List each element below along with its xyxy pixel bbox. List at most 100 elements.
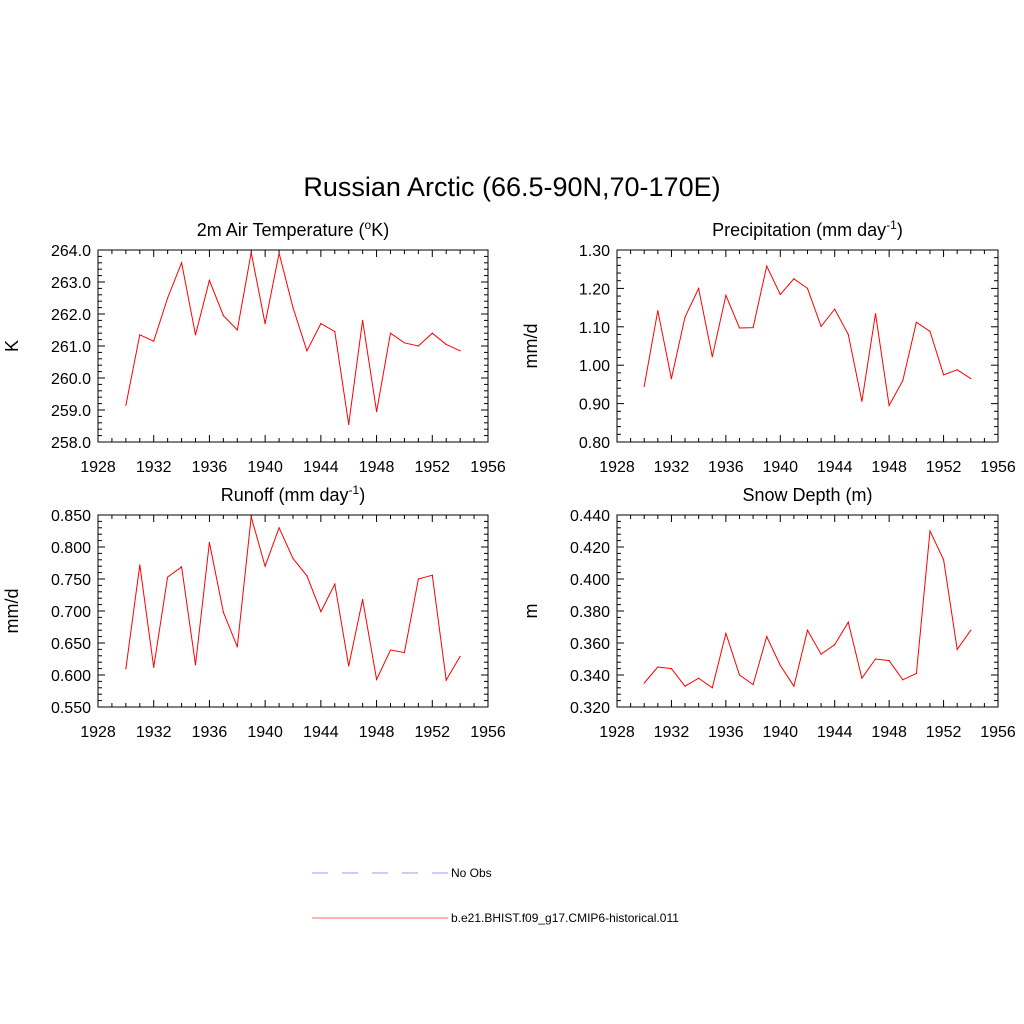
data-point [362,598,364,601]
data-point [236,646,238,648]
panel-title-snow-depth: Snow Depth (m) [742,485,872,505]
data-point [793,278,795,280]
data-point [806,629,809,631]
data-point [445,679,447,681]
x-tick-label: 1940 [247,724,283,741]
data-point [236,329,238,331]
data-point [806,287,809,289]
data-point [222,611,224,613]
y-tick-label: 0.700 [51,604,91,621]
x-tick-label: 1932 [136,724,172,741]
y-tick-label: 260.0 [51,371,91,388]
panel-precipitation: Precipitation (mm day-1) 1928 1932 1936 1940… [521,218,1016,476]
y-tick-label: 261.0 [51,339,91,356]
data-point [306,575,308,577]
y-tick-label: 0.800 [51,540,91,557]
y-tick-label: 0.340 [570,668,610,685]
data-point [153,340,155,342]
data-point [847,621,849,623]
data-point [167,297,169,299]
panel-title-superscript: -1 [886,218,897,232]
data-point [670,378,673,380]
y-tick-label: 0.420 [570,540,610,557]
y-tick-label: 0.440 [570,508,610,525]
panel-title-superscript: o [365,218,372,232]
data-point [657,310,659,312]
data-point [970,629,972,631]
y-tick-label: 263.0 [51,275,91,292]
data-point [725,632,727,635]
data-point [779,664,781,667]
data-point [180,262,183,264]
series-line-precipitation [643,264,972,408]
data-point [403,652,406,654]
data-point [888,660,890,662]
data-point [250,516,252,518]
data-point [222,315,224,317]
data-point [292,557,294,560]
data-point [445,343,447,345]
x-tick-label: 1948 [871,459,907,476]
data-point [125,668,127,670]
x-tick-label: 1944 [817,724,853,741]
data-point [834,308,836,310]
y-tick-label: 0.550 [51,700,91,717]
plot-frame [616,249,999,443]
panel-air-temperature: 2m Air Temperature (oK) 1928 1932 1936 1940 1… [2,218,506,476]
x-tick-label: 1948 [871,724,907,741]
figure-title: Russian Arctic (66.5-90N,70-170E) [303,172,720,202]
data-point [725,294,727,296]
panel-title-text: Runoff (mm day [221,485,349,505]
data-point [431,574,433,576]
y-tick-label: 258.0 [51,435,91,452]
x-tick-label: 1932 [654,459,690,476]
panel-title-precipitation: Precipitation (mm day-1) [712,218,903,240]
plot-frame [97,514,489,708]
data-point [208,541,211,544]
x-tick-label: 1952 [926,459,962,476]
y-tick-label: 1.30 [579,243,610,260]
plot-frame [97,249,489,443]
data-point [334,331,336,333]
data-point [915,672,917,675]
panel-title-text: 2m Air Temperature ( [197,220,365,240]
y-tick-label: 0.360 [570,636,610,653]
data-point [779,293,781,296]
panel-title-air-temperature: 2m Air Temperature (oK) [197,218,389,240]
x-tick-label: 1956 [980,459,1016,476]
y-tick-label: 0.600 [51,668,91,685]
x-tick-label: 1940 [762,724,798,741]
data-point [942,559,945,561]
data-point [874,658,877,660]
data-point [970,378,972,380]
y-tick-label: 0.90 [579,397,610,414]
data-point [861,400,863,402]
data-point [139,334,141,336]
y-tick-label: 0.750 [51,572,91,589]
data-point [670,668,673,670]
data-point [915,321,917,323]
data-point [417,345,419,347]
x-tick-label: 1948 [359,724,395,741]
x-tick-label: 1928 [80,724,116,741]
data-point [643,385,645,387]
data-point [278,252,280,254]
data-point [320,611,322,613]
data-point [348,665,350,667]
data-point [820,653,822,655]
data-point [956,369,958,371]
x-tick-label: 1940 [247,459,283,476]
data-point [362,319,364,321]
data-point [139,564,141,566]
plot-frame [616,514,999,708]
data-point [847,333,849,336]
data-point [320,323,322,325]
data-point [194,334,197,336]
legend: No Obs b.e21.BHIST.f09_g17.CMIP6-histori… [312,866,679,925]
data-point [208,279,211,281]
data-point [153,666,155,668]
data-point [125,404,127,406]
data-point [334,583,336,585]
data-point [902,679,904,681]
